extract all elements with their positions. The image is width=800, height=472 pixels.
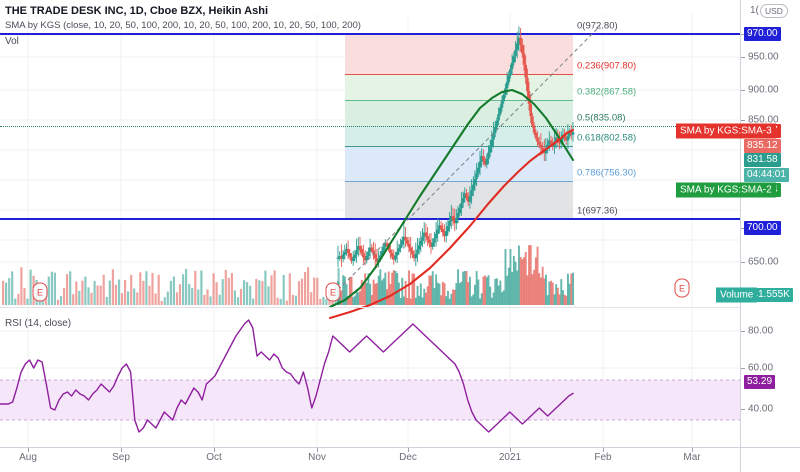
chart-title: THE TRADE DESK INC, 1D, Cboe BZX, Heikin… (5, 5, 269, 17)
rsi-tick-2-mark (741, 409, 745, 410)
fib-label-0_382: 0.382(867.58) (577, 86, 637, 98)
price-tick-1-mark (741, 57, 745, 58)
price-tick-2: 900.00 (748, 84, 779, 96)
price-835-badge[interactable]: 835.12 (744, 139, 781, 153)
time-tick-2021[interactable]: 2021 (498, 452, 522, 463)
rsi-tick-1-mark (741, 368, 745, 369)
price-tick-3: 850.00 (748, 114, 779, 126)
countdown-badge[interactable]: 04:44:01 (744, 168, 789, 182)
currency-pill[interactable]: USD (760, 4, 788, 18)
earnings-marker-2[interactable]: E (674, 278, 690, 298)
earnings-marker-0[interactable]: E (32, 282, 48, 302)
time-tick-nov[interactable]: Nov (308, 452, 326, 463)
price-970-badge[interactable]: 970.00 (744, 27, 781, 41)
time-tick-mark-0 (28, 448, 29, 452)
time-tick-mark-5 (510, 448, 511, 452)
fib-level-line-0_618[interactable] (345, 146, 573, 147)
fib-level-line-0_382[interactable] (345, 100, 573, 101)
fib-level-line-1[interactable] (0, 218, 740, 220)
price-tick-0-mark (741, 34, 745, 35)
volume-legend-tag[interactable]: Volume (716, 287, 758, 303)
time-tick-mar[interactable]: Mar (683, 452, 701, 463)
fib-label-0: 0(972.80) (577, 20, 618, 32)
price-tick-1: 950.00 (748, 51, 779, 63)
rsi-tick-1: 60.00 (748, 362, 774, 374)
time-tick-mark-4 (408, 448, 409, 452)
earnings-marker-1[interactable]: E (325, 282, 341, 302)
fib-level-line-0_236[interactable] (345, 74, 573, 75)
time-tick-mark-2 (214, 448, 215, 452)
price-tick-2-mark (741, 90, 745, 91)
time-tick-sep[interactable]: Sep (112, 452, 130, 463)
time-tick-mark-3 (317, 448, 318, 452)
rsi-value-badge[interactable]: 53.29 (744, 375, 776, 389)
axis-separator (740, 0, 741, 472)
price-tick-5-mark (741, 262, 745, 263)
time-tick-oct[interactable]: Oct (206, 452, 222, 463)
sma2-legend-tag[interactable]: SMA by KGS:SMA-2 (676, 182, 776, 198)
rsi-tick-0: 80.00 (748, 325, 774, 337)
fib-label-0_786: 0.786(756.30) (577, 167, 637, 179)
fib-zone-4 (345, 146, 573, 181)
sma3-legend-tag[interactable]: SMA by KGS:SMA-3 (676, 123, 776, 139)
price-831-badge[interactable]: 831.58 (744, 153, 781, 167)
fib-label-0_236: 0.236(907.80) (577, 60, 637, 72)
fib-label-0_618: 0.618(802.58) (577, 132, 637, 144)
fib-zone-1 (345, 74, 573, 100)
fib-label-1: 1(697.36) (577, 205, 618, 217)
time-tick-mark-6 (603, 448, 604, 452)
fib-level-line-0_786[interactable] (345, 181, 573, 182)
time-tick-dec[interactable]: Dec (399, 452, 417, 463)
rsi-panel-label[interactable]: RSI (14, close) (5, 318, 72, 329)
indicator-legend[interactable]: SMA by KGS (close, 10, 20, 50, 100, 200,… (5, 20, 361, 31)
fib-level-line-0[interactable] (0, 33, 740, 35)
time-tick-mark-1 (121, 448, 122, 452)
fib-zone-0 (345, 34, 573, 74)
fib-label-0_5: 0.5(835.08) (577, 112, 626, 124)
rsi-tick-0-mark (741, 331, 745, 332)
panel-separator (0, 307, 740, 308)
price-tick-4-mark (741, 228, 745, 229)
top-price-tick: 1( (750, 5, 759, 16)
time-tick-mark-7 (692, 448, 693, 452)
fib-level-line-0_5[interactable] (0, 126, 740, 127)
volume-panel-label[interactable]: Vol (5, 36, 19, 47)
time-axis-separator (0, 447, 800, 448)
price-tick-3-mark (741, 120, 745, 121)
price-700-badge[interactable]: 700.00 (744, 221, 781, 235)
rsi-tick-2: 40.00 (748, 403, 774, 415)
time-tick-feb[interactable]: Feb (594, 452, 612, 463)
time-tick-aug[interactable]: Aug (19, 452, 37, 463)
price-tick-5: 650.00 (748, 256, 779, 268)
